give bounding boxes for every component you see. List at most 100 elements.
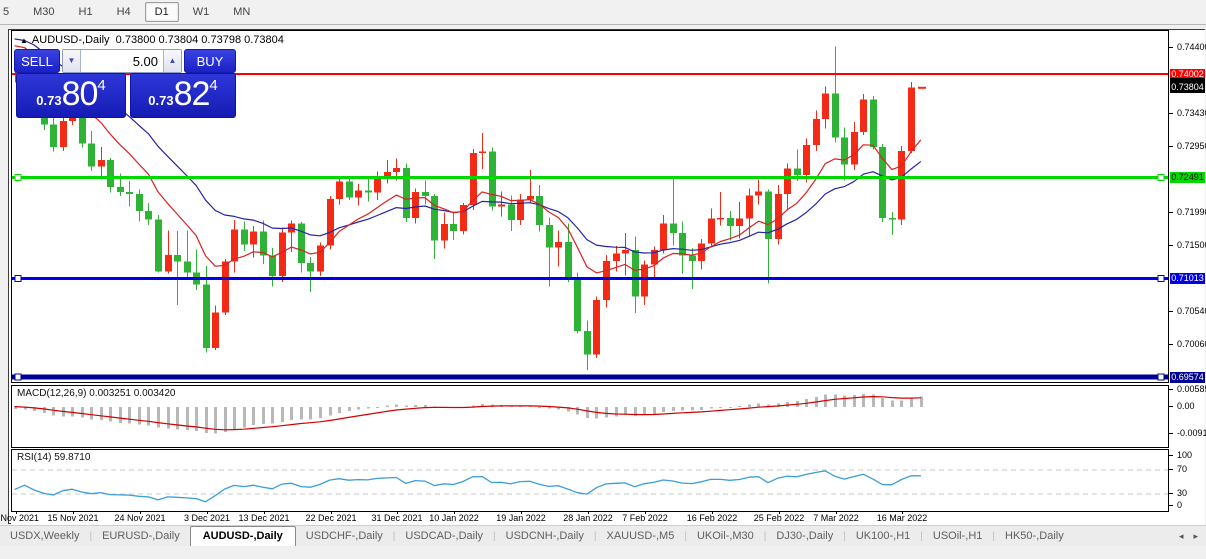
tab-scroll-right-icon[interactable]: ▸ bbox=[1193, 531, 1198, 541]
macd-panel[interactable]: MACD(12,26,9) 0.003251 0.003420 bbox=[11, 385, 1169, 448]
hline-handle[interactable] bbox=[14, 275, 22, 283]
timeframe-button-m30[interactable]: M30 bbox=[33, 6, 55, 18]
price-tick-label: 0.00 bbox=[1177, 401, 1195, 411]
timeframe-toolbar: 5 M30 H1 H4 D1 W1 MN bbox=[0, 0, 1206, 25]
ask-price-badge-clipped bbox=[1170, 78, 1205, 83]
chart-title: ▲ AUDUSD-,Daily 0.73800 0.73804 0.73798 0… bbox=[20, 34, 284, 46]
time-tick-label: 7 Mar 2022 bbox=[813, 513, 859, 523]
time-tick-mark bbox=[588, 511, 589, 514]
price-tick-mark bbox=[1169, 212, 1173, 213]
hline-handle[interactable] bbox=[14, 373, 22, 381]
candlestick-chart[interactable] bbox=[12, 31, 1168, 382]
rsi-chart bbox=[12, 469, 1168, 503]
price-tick-label: 0 bbox=[1177, 500, 1183, 510]
sell-price-box[interactable]: 0.73804 bbox=[16, 73, 126, 118]
macd-label: MACD(12,26,9) 0.003251 0.003420 bbox=[17, 388, 176, 399]
time-tick-mark bbox=[264, 511, 265, 514]
timeframe-button-5[interactable]: 5 bbox=[3, 6, 10, 18]
candles bbox=[12, 46, 915, 370]
hline-handle[interactable] bbox=[1157, 275, 1165, 283]
chart-tab-usdchf-daily[interactable]: USDCHF-,Daily bbox=[305, 530, 383, 542]
volume-decrease-icon[interactable]: ▼ bbox=[63, 50, 81, 72]
price-tick-mark bbox=[1169, 245, 1173, 246]
price-tick-label: -0.00918 bbox=[1177, 428, 1206, 438]
time-tick-label: 5 Nov 2021 bbox=[0, 513, 40, 523]
price-tick-mark bbox=[1169, 311, 1173, 312]
time-tick-mark bbox=[207, 511, 208, 514]
time-axis[interactable]: 5 Nov 2021 15 Nov 2021 24 Nov 2021 3 Dec 20… bbox=[0, 511, 1169, 525]
chart-tab-hk50-daily[interactable]: HK50-,Daily bbox=[1005, 530, 1064, 542]
chart-tab-dj30-daily[interactable]: DJ30-,Daily bbox=[776, 530, 834, 542]
chart-tab-usdcnh-daily[interactable]: USDCNH-,Daily bbox=[505, 530, 584, 542]
rsi-panel[interactable]: RSI(14) 59.8710 bbox=[11, 449, 1169, 512]
timeframe-button-h4[interactable]: H4 bbox=[116, 6, 131, 18]
moving-averages bbox=[14, 38, 922, 274]
macd-histogram bbox=[14, 393, 923, 434]
tab-separator: | bbox=[89, 531, 93, 542]
trade-row: SELL ▼ ▲ BUY bbox=[14, 49, 236, 73]
time-tick-label: 7 Feb 2022 bbox=[622, 513, 668, 523]
price-tick-mark bbox=[1169, 433, 1173, 434]
chart-tab-usdcad-daily[interactable]: USDCAD-,Daily bbox=[405, 530, 484, 542]
time-tick-label: 28 Jan 2022 bbox=[563, 513, 613, 523]
timeframe-button-h1[interactable]: H1 bbox=[78, 6, 93, 18]
tab-separator: | bbox=[593, 531, 597, 542]
time-tick-mark bbox=[16, 511, 17, 514]
timeframe-button-w1[interactable]: W1 bbox=[192, 6, 210, 18]
chart-tab-ukoil-m30[interactable]: UKOil-,M30 bbox=[696, 530, 754, 542]
volume-stepper: ▼ ▲ bbox=[62, 49, 182, 73]
tab-scroll-arrows: ◂ ▸ bbox=[1179, 531, 1206, 546]
time-tick-mark bbox=[73, 511, 74, 514]
hline-handle[interactable] bbox=[1157, 373, 1165, 381]
hline-handle[interactable] bbox=[14, 174, 22, 182]
timeframe-button-d1[interactable]: D1 bbox=[144, 2, 179, 22]
hline-0.71013[interactable] bbox=[12, 277, 1168, 281]
timeframe-button-mn[interactable]: MN bbox=[233, 6, 251, 18]
buy-price-box[interactable]: 0.73824 bbox=[130, 73, 236, 118]
buy-price: 0.73824 bbox=[148, 75, 218, 113]
tab-separator: | bbox=[992, 531, 996, 542]
price-tick-mark bbox=[1169, 146, 1173, 147]
time-tick-mark bbox=[712, 511, 713, 514]
price-tick-mark bbox=[1169, 47, 1173, 48]
rsi-label: RSI(14) 59.8710 bbox=[17, 452, 91, 463]
time-tick-mark bbox=[331, 511, 332, 514]
chart-tab-eurusd-daily[interactable]: EURUSD-,Daily bbox=[102, 530, 180, 542]
time-tick-label: 24 Nov 2021 bbox=[114, 513, 166, 523]
time-tick-mark bbox=[397, 511, 398, 514]
chart-tab-usoil-h1[interactable]: USOil-,H1 bbox=[932, 530, 983, 542]
hline-0.69574[interactable] bbox=[12, 374, 1168, 380]
tab-separator: | bbox=[493, 531, 496, 542]
time-tick-mark bbox=[645, 511, 646, 514]
time-tick-label: 22 Dec 2021 bbox=[305, 513, 357, 523]
chart-tab-usdx-weekly[interactable]: USDX,Weekly bbox=[10, 530, 80, 542]
sell-button[interactable]: SELL bbox=[14, 49, 60, 73]
hline-0.74002[interactable] bbox=[12, 73, 1168, 76]
chart-tab-audusd-daily[interactable]: AUDUSD-,Daily bbox=[189, 526, 296, 547]
horizontal-lines[interactable] bbox=[12, 73, 1168, 381]
buy-button[interactable]: BUY bbox=[184, 49, 236, 73]
volume-increase-icon[interactable]: ▲ bbox=[163, 50, 181, 72]
chart-tab-bar: USDX,Weekly | EURUSD-,Daily AUDUSD-,Daily US… bbox=[0, 525, 1206, 547]
chart-title-text: AUDUSD-,Daily 0.73800 0.73804 0.73798 0.… bbox=[31, 34, 284, 46]
time-tick-label: 16 Feb 2022 bbox=[686, 513, 738, 523]
chart-tab-xauusd-m5[interactable]: XAUUSD-,M5 bbox=[606, 530, 675, 542]
chart-tab-uk100-h1[interactable]: UK100-,H1 bbox=[855, 530, 911, 542]
price-badge-0.74002: 0.74002 bbox=[1170, 69, 1205, 80]
price-tick-label: 70 bbox=[1177, 464, 1188, 474]
hline-0.72491[interactable] bbox=[12, 176, 1168, 180]
tab-separator: | bbox=[392, 531, 396, 542]
main-chart-panel[interactable]: ▲ AUDUSD-,Daily 0.73800 0.73804 0.73798 0… bbox=[11, 30, 1169, 383]
hline-handle[interactable] bbox=[1157, 174, 1165, 182]
time-tick-label: 16 Mar 2022 bbox=[876, 513, 928, 523]
tab-scroll-left-icon[interactable]: ◂ bbox=[1178, 531, 1184, 541]
volume-field[interactable] bbox=[82, 50, 162, 72]
time-tick-label: 3 Dec 2021 bbox=[183, 513, 231, 523]
price-tick-mark bbox=[1169, 493, 1173, 494]
